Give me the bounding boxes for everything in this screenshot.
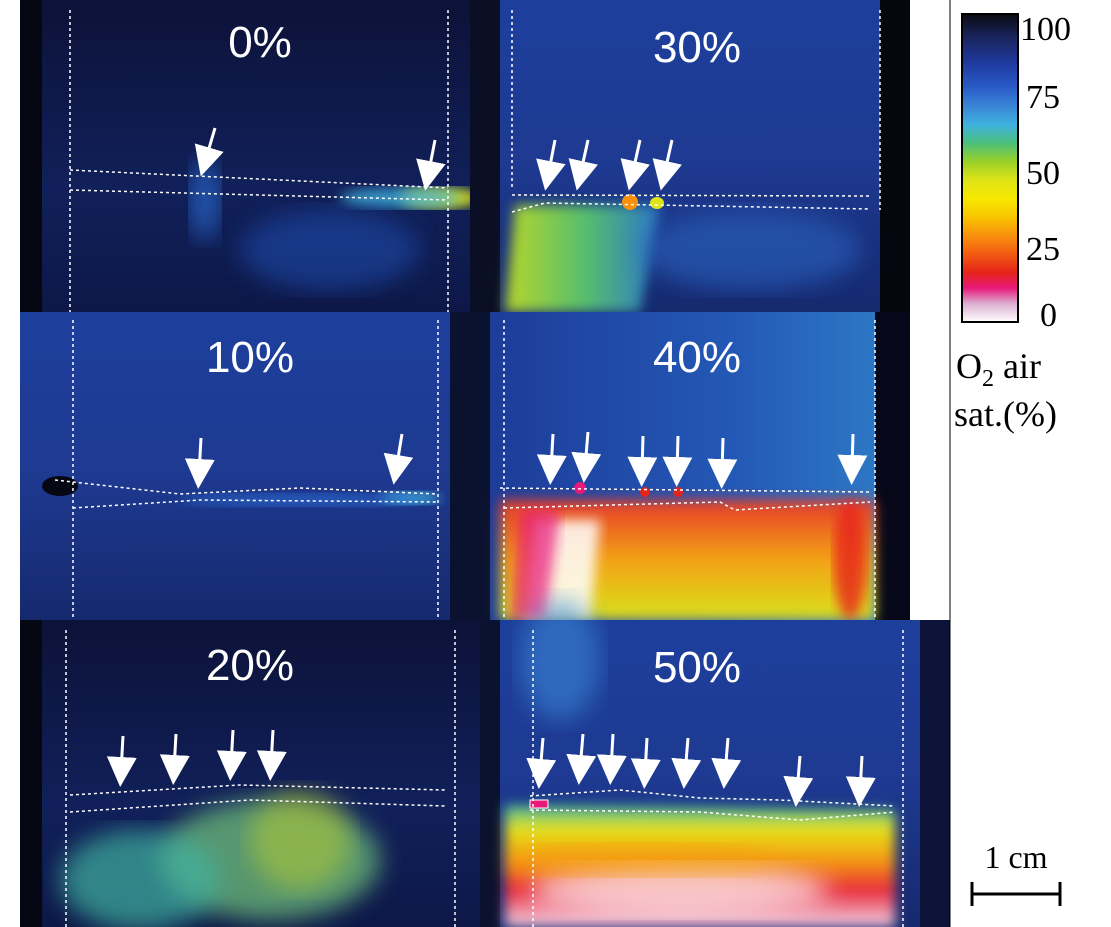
panel-10: 10% xyxy=(20,312,470,620)
arrow-group xyxy=(536,431,868,489)
panel-label: 30% xyxy=(653,23,741,72)
arrow-group xyxy=(526,733,876,807)
panel-label: 40% xyxy=(653,333,741,382)
arrow-group xyxy=(106,729,287,787)
panel-50: 50% xyxy=(480,600,950,927)
colorbar-title-line2: sat.(%) xyxy=(954,394,1057,434)
scale-bar: 1 cm xyxy=(970,839,1062,906)
colorbar-tick-75: 75 xyxy=(1026,79,1060,116)
panel-label: 10% xyxy=(206,333,294,382)
panel-label: 20% xyxy=(206,641,294,690)
arrow-group xyxy=(536,139,682,191)
colorbar: 100 75 50 25 0 O2 air sat.(%) xyxy=(954,11,1071,434)
colorbar-tick-50: 50 xyxy=(1026,155,1060,192)
scale-bar-label: 1 cm xyxy=(984,839,1047,875)
colorbar-tick-0: 0 xyxy=(1040,297,1057,334)
panel-label: 0% xyxy=(228,18,292,67)
colorbar-title-o: O xyxy=(956,346,982,386)
panel-40: 40% xyxy=(470,312,910,620)
colorbar-title-air: air xyxy=(994,346,1041,386)
panel-20: 20% xyxy=(20,620,480,927)
arrow-group xyxy=(184,433,414,489)
panel-0: 0% xyxy=(20,0,480,312)
arrow-group xyxy=(194,127,446,191)
colorbar-title-line1: O2 air xyxy=(956,346,1041,392)
panel-label: 50% xyxy=(653,643,741,692)
colorbar-tick-100: 100 xyxy=(1020,11,1071,48)
panel-30: 30% xyxy=(470,0,910,312)
colorbar-title-subscript: 2 xyxy=(982,366,994,392)
colorbar-tick-25: 25 xyxy=(1026,231,1060,268)
